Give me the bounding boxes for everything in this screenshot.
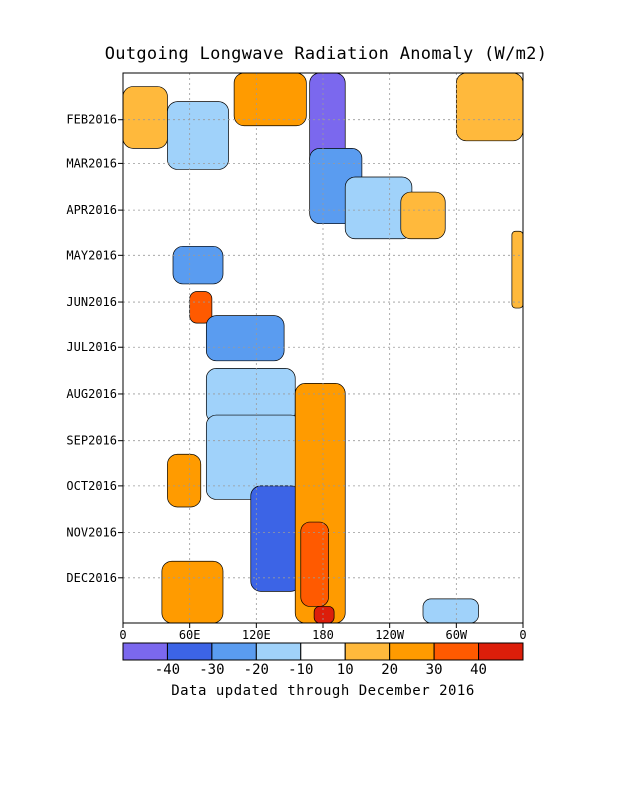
anomaly-region (189, 291, 213, 324)
anomaly-region (205, 315, 285, 362)
y-tick-label: OCT2016 (66, 479, 117, 493)
y-tick-label: MAY2016 (66, 248, 117, 262)
colorbar-swatch (389, 642, 435, 661)
colorbar-swatch (255, 642, 302, 661)
x-axis: 0 60E 120E 180 120W 60W 0 (119, 623, 527, 642)
anomaly-region (167, 453, 202, 508)
y-tick-label: AUG2016 (66, 387, 117, 401)
x-tick-label: 0 (519, 628, 526, 642)
data-updated-note: Data updated through December 2016 (171, 683, 475, 699)
y-tick-label: DEC2016 (66, 571, 117, 585)
colorbar-label: -30 (199, 662, 224, 678)
x-tick-label: 0 (119, 628, 126, 642)
anomaly-features (122, 72, 524, 624)
x-tick-label: 60W (445, 628, 467, 642)
x-tick-label: 120W (375, 628, 405, 642)
colorbar-label: -40 (155, 662, 180, 678)
anomaly-region (422, 598, 479, 624)
anomaly-region (313, 606, 335, 624)
chart-title: Outgoing Longwave Radiation Anomaly (W/m… (104, 44, 548, 64)
colorbar-swatch (122, 642, 168, 661)
colorbar-swatch (433, 642, 480, 661)
y-tick-label: JUL2016 (66, 340, 117, 354)
y-tick-label: JUN2016 (66, 295, 117, 309)
colorbar-label: 20 (381, 662, 398, 678)
colorbar-label: 40 (470, 662, 487, 678)
colorbar-label: 30 (426, 662, 443, 678)
colorbar-swatch (211, 642, 257, 661)
x-tick-label: 120E (242, 628, 271, 642)
colorbar-swatch (344, 642, 391, 661)
x-tick-label: 60E (179, 628, 201, 642)
anomaly-region (167, 101, 229, 170)
y-axis: FEB2016 MAR2016 APR2016 MAY2016 JUN2016 JUL20… (66, 113, 123, 585)
anomaly-region (161, 560, 224, 624)
colorbar-swatch (166, 642, 213, 661)
colorbar-label: 10 (337, 662, 354, 678)
y-tick-label: SEP2016 (66, 434, 117, 448)
colorbar-swatch (478, 642, 524, 661)
x-tick-label: 180 (312, 628, 334, 642)
anomaly-region (233, 72, 307, 127)
anomaly-region (511, 230, 524, 309)
y-tick-label: FEB2016 (66, 113, 117, 127)
y-tick-label: APR2016 (66, 203, 117, 217)
y-tick-label: MAR2016 (66, 156, 117, 170)
colorbar: -40 -30 -20 -10 10 20 30 40 (122, 642, 524, 678)
anomaly-region (250, 485, 302, 592)
anomaly-region (455, 72, 524, 142)
anomaly-region (300, 521, 329, 607)
anomaly-region (400, 191, 446, 240)
anomaly-region (172, 245, 224, 285)
anomaly-region (122, 86, 168, 149)
y-tick-label: NOV2016 (66, 526, 117, 540)
colorbar-label: -10 (288, 662, 313, 678)
plot-area (122, 72, 524, 624)
grid-lines (123, 73, 523, 623)
colorbar-swatch (300, 642, 346, 661)
anomaly-region (205, 367, 296, 423)
colorbar-label: -20 (244, 662, 269, 678)
